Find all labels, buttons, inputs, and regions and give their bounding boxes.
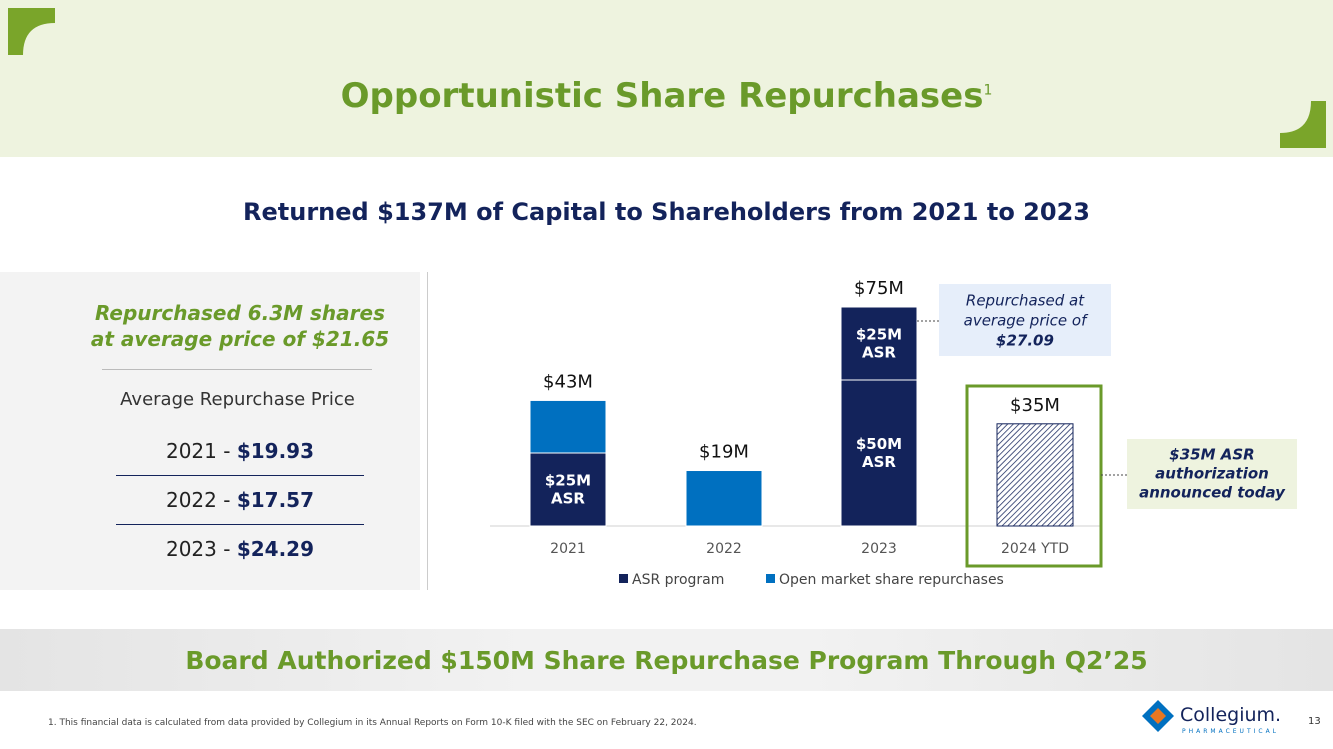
callout-text: average price of [964,312,1089,330]
total-label: $43M [543,371,593,392]
total-label: $35M [1010,395,1060,416]
legend-swatch [619,574,628,583]
corner-mark [1280,101,1326,148]
segment-label-line: $50M [856,435,902,453]
row-year: 2023 - [165,537,237,561]
rule [102,369,372,370]
x-tick-label: 2021 [550,541,586,557]
logo-mark [1150,708,1166,724]
title-note: 1 [983,82,993,99]
price-row: 2023 - $24.29 [116,525,364,573]
price-row: 2021 - $19.93 [116,427,364,476]
bar-segment [529,399,607,454]
callout-bold: authorization [1155,465,1269,483]
total-label: $75M [854,278,904,299]
subtitle: Returned $137M of Capital to Shareholder… [243,198,1090,226]
heading-line: Repurchased 6.3M shares [95,301,385,325]
logo-sub: PHARMACEUTICAL [1182,728,1280,735]
left-heading: Repurchased 6.3M shares at average price… [60,300,420,352]
segment-label: $25M ASR [545,471,591,507]
callout-text: Repurchased at [966,292,1085,310]
callout-box [1127,439,1297,509]
legend-label: ASR program [632,572,724,588]
corner-mark [8,8,55,55]
heading-line: at average price of $21.65 [90,327,390,351]
price-row: 2022 - $17.57 [116,476,364,525]
callout-bold: $27.09 [996,332,1054,350]
row-year: 2022 - [165,488,237,512]
row-price: $19.93 [236,439,315,463]
left-panel [0,272,420,590]
x-tick-label: 2023 [861,541,897,557]
callout-box [939,284,1111,356]
callout-bold: announced today [1139,484,1286,502]
footnote: 1. This financial data is calculated fro… [48,718,697,728]
segment-label-line: $25M [545,471,591,489]
bar-segment [685,470,763,527]
separator [427,272,428,590]
segment-label-line: ASR [862,343,896,361]
caption: Average Repurchase Price [120,389,355,410]
title: Opportunistic Share Repurchases1 [0,76,1333,116]
logo-name: Collegium. [1180,704,1282,726]
bar-segment [529,452,607,527]
legend-swatch [766,574,775,583]
segment-label-line: ASR [551,489,585,507]
title-text: Opportunistic Share Repurchases [340,76,984,116]
segment-label: $50M ASR [856,435,902,471]
banner: Board Authorized $150M Share Repurchase … [185,646,1148,675]
segment-label-line: $25M [856,325,902,343]
banner-band [0,629,1333,691]
bar-segment [840,306,918,381]
bar-segment [840,379,918,527]
callout-bold: $35M ASR [1169,446,1254,464]
bar-segment [996,423,1074,527]
row-price: $24.29 [236,537,315,561]
segment-label-line: ASR [862,453,896,471]
row-year: 2021 - [165,439,237,463]
total-label: $19M [699,442,749,463]
header-band [0,0,1333,157]
legend-label: Open market share repurchases [779,572,1004,588]
highlight-box [965,384,1103,568]
page-number: 13 [1308,716,1321,727]
row-price: $17.57 [236,488,315,512]
segment-label: $25M ASR [856,325,902,361]
x-tick-label: 2024 YTD [1001,541,1069,557]
x-tick-label: 2022 [706,541,742,557]
